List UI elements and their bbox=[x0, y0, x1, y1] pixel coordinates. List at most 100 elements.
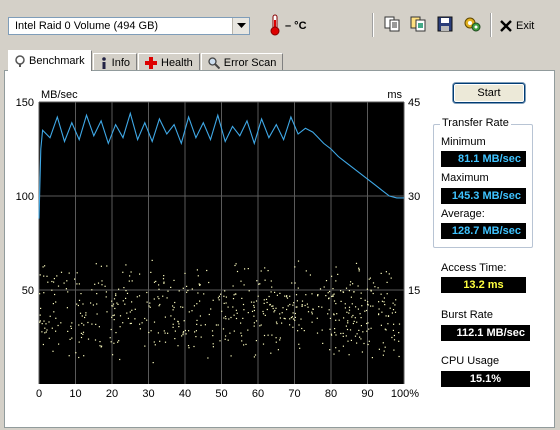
access-time-point bbox=[270, 280, 272, 282]
access-time-point bbox=[67, 291, 69, 293]
save-button[interactable] bbox=[434, 13, 456, 35]
exit-button[interactable]: Exit bbox=[500, 15, 534, 37]
access-time-point bbox=[366, 288, 368, 290]
average-value: 128.7 MB/sec bbox=[441, 223, 526, 239]
access-time-point bbox=[117, 341, 119, 343]
access-time-point bbox=[159, 303, 161, 306]
access-time-point bbox=[343, 317, 345, 319]
access-time-value: 13.2 ms bbox=[441, 277, 526, 293]
access-time-point bbox=[172, 323, 174, 325]
access-time-point bbox=[85, 312, 87, 314]
access-time-point bbox=[195, 330, 197, 332]
access-time-point bbox=[247, 312, 249, 314]
access-time-point bbox=[55, 317, 57, 319]
access-time-point bbox=[318, 306, 320, 308]
access-time-point bbox=[244, 268, 246, 270]
x-tick-label: 100% bbox=[391, 388, 419, 400]
access-time-point bbox=[163, 282, 165, 284]
access-time-point bbox=[253, 325, 255, 327]
access-time-point bbox=[76, 303, 78, 305]
access-time-point bbox=[199, 300, 201, 302]
access-time-point bbox=[333, 293, 335, 295]
access-time-point bbox=[101, 345, 103, 347]
access-time-point bbox=[352, 322, 354, 325]
access-time-point bbox=[241, 340, 243, 342]
access-time-point bbox=[105, 291, 107, 293]
access-time-point bbox=[44, 265, 46, 267]
access-time-point bbox=[348, 312, 350, 314]
access-time-point bbox=[356, 342, 358, 344]
access-time-point bbox=[187, 345, 190, 347]
access-time-point bbox=[299, 347, 301, 349]
tab-error-scan[interactable]: Error Scan bbox=[200, 53, 284, 71]
access-time-point bbox=[44, 332, 46, 334]
access-time-point bbox=[234, 293, 236, 295]
access-time-point bbox=[274, 291, 276, 293]
access-time-point bbox=[321, 329, 323, 331]
tab-info[interactable]: Info bbox=[92, 53, 137, 71]
access-time-point bbox=[329, 349, 331, 351]
x-tick-label: 10 bbox=[69, 388, 81, 400]
access-time-point bbox=[94, 339, 97, 341]
access-time-point bbox=[99, 341, 101, 343]
access-time-point bbox=[57, 324, 59, 327]
access-time-point bbox=[185, 333, 187, 335]
access-time-point bbox=[125, 297, 127, 299]
copy-screenshot-button[interactable] bbox=[407, 13, 429, 35]
access-time-point bbox=[181, 335, 183, 337]
access-time-point bbox=[342, 291, 344, 293]
gears-icon bbox=[464, 17, 481, 32]
access-time-point bbox=[334, 328, 336, 330]
access-time-point bbox=[328, 298, 330, 300]
access-time-point bbox=[259, 283, 261, 285]
access-time-point bbox=[144, 345, 146, 347]
access-time-point bbox=[51, 327, 53, 329]
access-time-point bbox=[136, 296, 138, 298]
access-time-point bbox=[141, 322, 143, 324]
access-time-point bbox=[111, 316, 113, 318]
access-time-point bbox=[294, 266, 296, 268]
access-time-point bbox=[255, 340, 257, 342]
access-time-point bbox=[218, 299, 220, 301]
access-time-point bbox=[195, 336, 197, 338]
access-time-point bbox=[124, 303, 126, 305]
access-time-point bbox=[250, 301, 253, 303]
y-right-tick-label: 30 bbox=[408, 191, 420, 203]
options-button[interactable] bbox=[461, 13, 483, 35]
start-button[interactable]: Start bbox=[453, 83, 525, 103]
access-time-point bbox=[146, 301, 148, 303]
access-time-point bbox=[196, 269, 198, 271]
access-time-point bbox=[260, 270, 262, 272]
info-icon bbox=[101, 56, 106, 69]
access-time-point bbox=[275, 321, 278, 323]
chevron-down-icon[interactable] bbox=[232, 18, 249, 34]
y-left-unit-label: MB/sec bbox=[41, 89, 78, 101]
access-time-point bbox=[329, 328, 331, 330]
drive-select[interactable]: Intel Raid 0 Volume (494 GB) bbox=[8, 17, 250, 35]
access-time-point bbox=[382, 354, 384, 356]
access-time-point bbox=[125, 264, 127, 266]
access-time-point bbox=[311, 313, 313, 315]
tab-benchmark[interactable]: Benchmark bbox=[8, 50, 92, 71]
access-time-point bbox=[193, 305, 195, 307]
copy-text-button[interactable] bbox=[381, 13, 403, 35]
x-tick-label: 70 bbox=[288, 388, 300, 400]
access-time-point bbox=[264, 267, 266, 269]
access-time-point bbox=[60, 271, 63, 273]
temperature-readout: – °C bbox=[285, 20, 307, 32]
floppy-disk-icon bbox=[437, 16, 453, 32]
access-time-point bbox=[333, 313, 335, 315]
access-time-point bbox=[263, 302, 265, 304]
tab-health[interactable]: Health bbox=[138, 53, 200, 71]
access-time-point bbox=[391, 312, 393, 314]
access-time-point bbox=[279, 292, 281, 294]
access-time-point bbox=[200, 324, 202, 326]
access-time-point bbox=[317, 295, 319, 297]
access-time-point bbox=[247, 329, 249, 331]
access-time-point bbox=[359, 313, 361, 315]
access-time-point bbox=[66, 307, 68, 309]
access-time-point bbox=[116, 302, 118, 304]
access-time-point bbox=[331, 334, 333, 336]
access-time-point bbox=[347, 320, 349, 322]
access-time-point bbox=[194, 331, 196, 333]
